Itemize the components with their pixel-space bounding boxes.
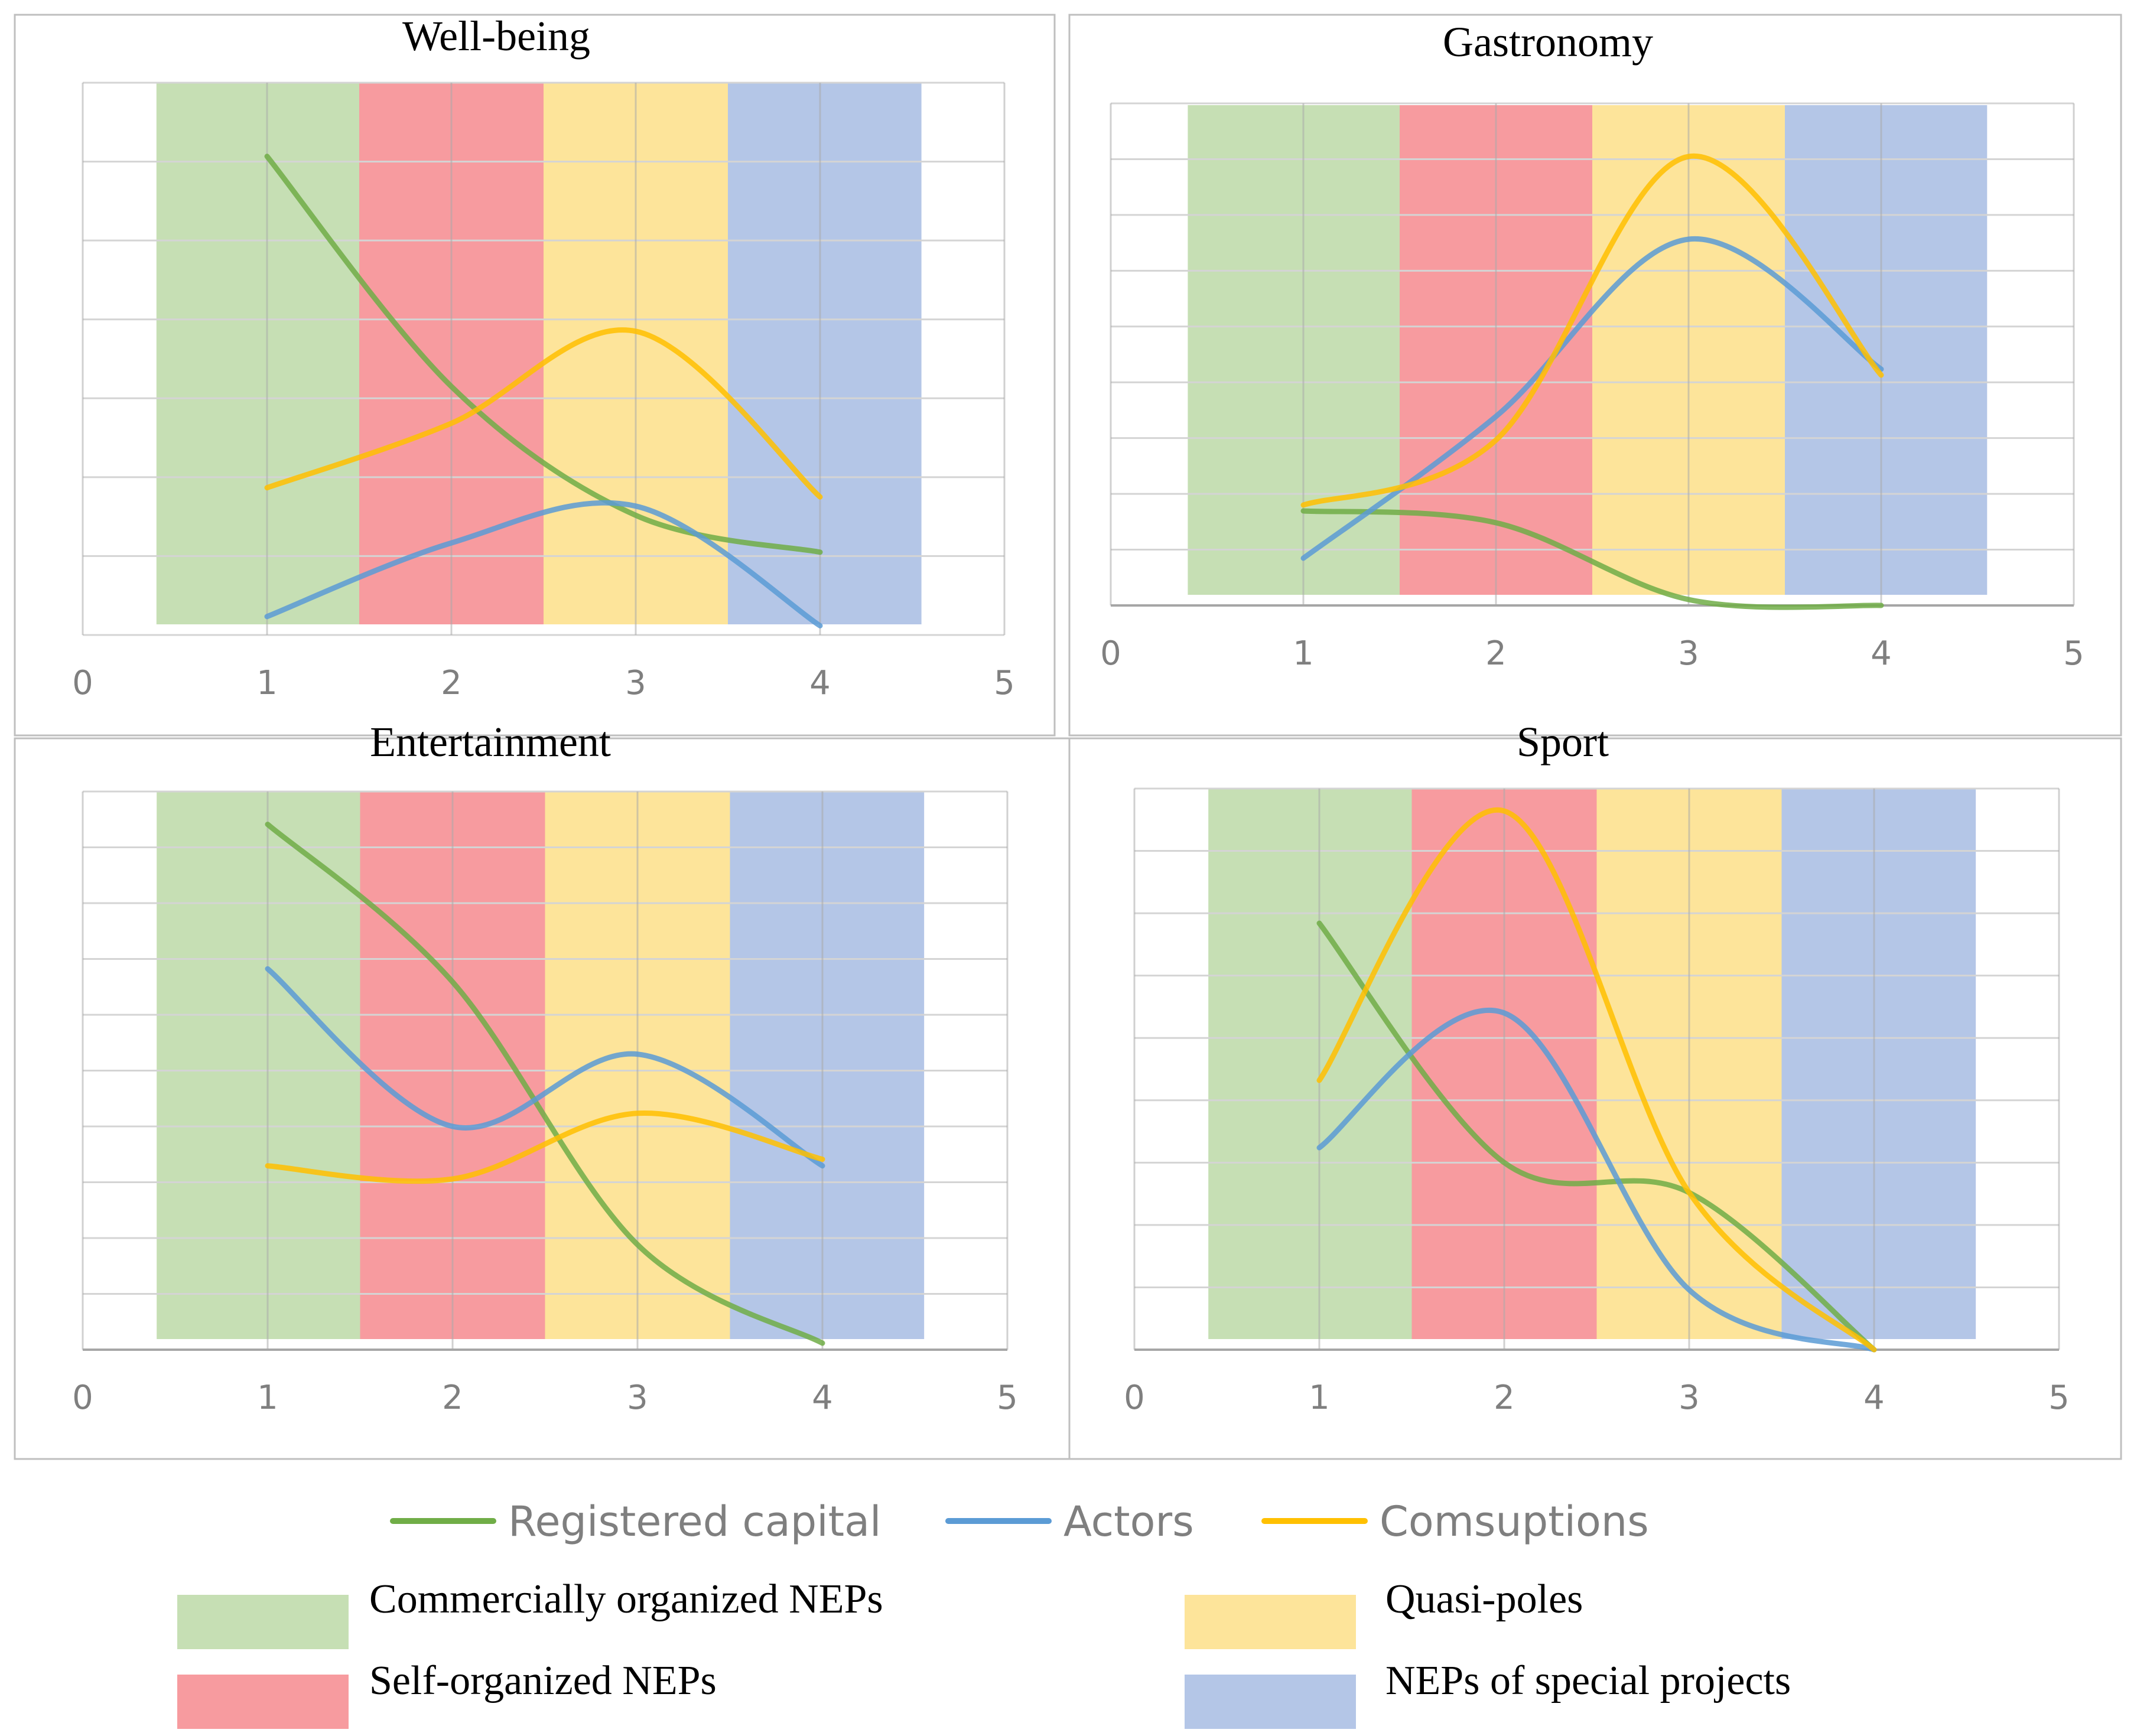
x-tick-label: 2 [442, 1379, 463, 1417]
band-commercially-organized-neps [1188, 105, 1400, 595]
panel-title: Gastronomy [1443, 18, 1653, 66]
x-tick-label: 5 [997, 1379, 1018, 1417]
x-tick-label: 4 [1863, 1379, 1885, 1417]
x-tick-label: 0 [72, 664, 93, 702]
legend-swatch-neps-of-special-projects [1185, 1675, 1356, 1729]
x-tick-label: 1 [1309, 1379, 1330, 1417]
gridlines [1110, 102, 2075, 607]
x-tick-label: 4 [812, 1379, 833, 1417]
x-tick-label: 3 [625, 664, 646, 702]
x-tick-label: 5 [994, 664, 1015, 702]
legend-swatch-commercially-organized-neps [177, 1595, 349, 1649]
legend-label-comsuptions: Comsuptions [1380, 1497, 1649, 1546]
panel-gastronomy: 0 1 2 3 4 5 Gastronomy [1068, 14, 2122, 737]
panel-title: Well-being [402, 12, 590, 60]
panel-sport: 0 1 2 3 4 5 Sport [1068, 718, 2122, 1460]
band-commercially-organized-neps [1208, 789, 1412, 1339]
band-commercially-organized-neps [156, 83, 359, 624]
series-line-comsuptions [264, 327, 823, 500]
legend: Registered capital Actors Comsuptions Comme… [177, 1497, 1791, 1729]
x-tick-label: 1 [256, 664, 278, 702]
x-tick-label: 4 [809, 664, 831, 702]
legend-swatch-quasi-poles [1185, 1595, 1356, 1649]
series-line-comsuptions [1316, 807, 1877, 1353]
series-line-actors [1300, 236, 1884, 561]
series-line-comsuptions [1300, 153, 1884, 508]
series-line-comsuptions [265, 1110, 825, 1184]
band-neps-of-special-projects [1781, 789, 1976, 1339]
series-line-registered-capital [1316, 920, 1877, 1353]
series-line-registered-capital [265, 822, 825, 1346]
series-line-actors [264, 500, 823, 628]
series-line-registered-capital [264, 154, 823, 555]
band-neps-of-special-projects [728, 83, 922, 624]
panel-well-being: 0 1 2 3 4 5 Well-being [14, 12, 1056, 737]
x-tick-label: 3 [1678, 634, 1699, 673]
x-tick-label: 1 [1293, 634, 1314, 673]
series-line-actors [265, 966, 825, 1169]
x-tick-label: 2 [1494, 1379, 1515, 1417]
x-tick-label: 1 [257, 1379, 278, 1417]
legend-label-registered-capital: Registered capital [508, 1497, 881, 1546]
legend-label-commercially-organized-neps: Commercially organized NEPs [369, 1577, 883, 1622]
gridlines [82, 790, 1009, 1351]
x-tick-label: 2 [441, 664, 462, 702]
x-tick-label: 2 [1485, 634, 1507, 673]
x-tick-label: 3 [627, 1379, 648, 1417]
legend-label-actors: Actors [1063, 1497, 1194, 1546]
x-tick-label: 0 [72, 1379, 93, 1417]
gridlines [82, 82, 1006, 636]
series-line-actors [1316, 1007, 1877, 1353]
panel-title: Entertainment [370, 718, 611, 766]
legend-label-self-organized-neps: Self-organized NEPs [369, 1658, 717, 1704]
band-neps-of-special-projects [1785, 105, 1988, 595]
x-tick-label: 0 [1124, 1379, 1145, 1417]
x-tick-label: 5 [2063, 634, 2084, 673]
legend-label-quasi-poles: Quasi-poles [1385, 1577, 1583, 1622]
x-tick-label: 0 [1100, 634, 1121, 673]
band-commercially-organized-neps [157, 792, 360, 1339]
band-neps-of-special-projects [730, 792, 925, 1339]
x-tick-label: 4 [1871, 634, 1892, 673]
panel-title: Sport [1517, 718, 1609, 766]
legend-label-neps-of-special-projects: NEPs of special projects [1385, 1658, 1791, 1704]
x-tick-label: 3 [1679, 1379, 1700, 1417]
series-line-registered-capital [1300, 508, 1884, 610]
panel-entertainment: 0 1 2 3 4 5 Entertainment [14, 718, 1071, 1460]
x-tick-label: 5 [2048, 1379, 2070, 1417]
legend-swatch-self-organized-neps [177, 1675, 349, 1729]
chart-panels: 0 1 2 3 4 5 Well-being 0 1 2 3 4 5 Gastronomy 0 1 2 3 4 5 En… [14, 12, 2122, 1460]
